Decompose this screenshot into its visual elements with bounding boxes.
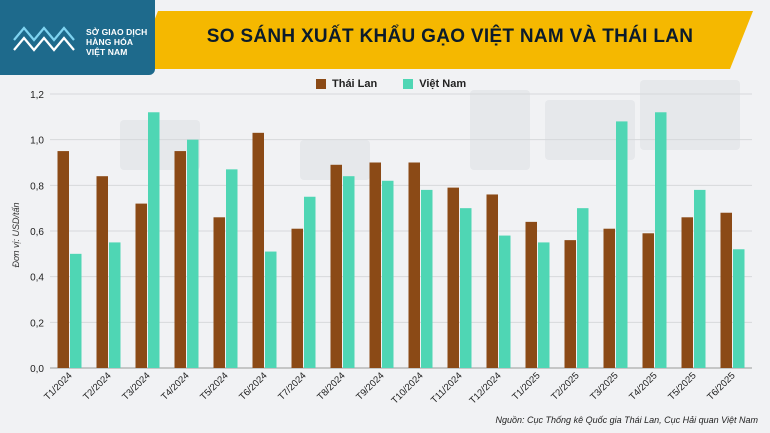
bar-viet	[421, 189, 433, 368]
x-tick-label: T2/2024	[81, 370, 113, 402]
x-tick-label: T4/2024	[159, 370, 191, 402]
legend-label-thai: Thái Lan	[332, 78, 378, 90]
bar-viet	[70, 253, 82, 368]
logo-line-1: SỞ GIAO DỊCH	[86, 27, 148, 37]
bar-thai	[486, 194, 498, 368]
bar-thai	[135, 203, 147, 368]
bar-thai	[642, 233, 654, 368]
y-tick-label: 0,6	[30, 227, 44, 238]
logo: SỞ GIAO DỊCH HÀNG HÓA VIỆT NAM	[0, 0, 155, 75]
legend-label-viet: Việt Nam	[419, 78, 467, 90]
logo-mark-icon	[13, 26, 75, 52]
y-tick-label: 1,2	[30, 90, 44, 101]
x-tick-label: T10/2024	[389, 370, 425, 406]
x-tick-label: T1/2025	[510, 370, 542, 402]
bar-viet	[655, 112, 667, 369]
y-tick-label: 0,8	[30, 181, 44, 192]
bar-viet	[460, 208, 472, 368]
bar-viet	[499, 235, 511, 368]
bar-thai	[408, 162, 420, 368]
bar-viet	[148, 112, 160, 369]
bar-thai	[213, 217, 225, 368]
x-tick-label: T2/2025	[549, 370, 581, 402]
bar-viet	[343, 176, 355, 368]
bar-viet	[733, 249, 745, 368]
bar-thai	[681, 217, 693, 368]
x-tick-label: T3/2025	[588, 370, 620, 402]
bar-thai	[96, 176, 108, 368]
bar-thai	[291, 228, 303, 368]
bar-viet	[577, 208, 589, 368]
x-tick-label: T9/2024	[354, 370, 386, 402]
legend-item-viet: Việt Nam	[403, 78, 466, 90]
bar-thai	[720, 212, 732, 368]
legend-swatch-viet	[403, 79, 414, 89]
y-tick-label: 1,0	[30, 136, 44, 147]
x-tick-label: T6/2025	[705, 370, 737, 402]
logo-line-3: VIỆT NAM	[86, 47, 128, 57]
bar-viet	[226, 169, 238, 368]
bar-thai	[252, 132, 264, 368]
bar-viet	[616, 121, 628, 369]
bar-viet	[187, 139, 199, 368]
bar-viet	[382, 180, 394, 368]
logo-line-2: HÀNG HÓA	[86, 37, 134, 47]
legend-swatch-thai	[316, 79, 326, 89]
bar-viet	[538, 242, 550, 368]
bar-thai	[57, 151, 69, 368]
bar-viet	[265, 251, 277, 368]
x-tick-label: T4/2025	[627, 370, 659, 402]
x-tick-label: T7/2024	[276, 370, 308, 402]
x-tick-label: T11/2024	[429, 370, 465, 406]
bar-thai	[447, 187, 459, 368]
y-tick-label: 0,4	[30, 273, 44, 284]
x-tick-label: T6/2024	[237, 370, 269, 402]
source-note: Nguồn: Cục Thống kê Quốc gia Thái Lan, C…	[495, 415, 758, 425]
bar-viet	[109, 242, 121, 368]
logo-text: SỞ GIAO DỊCH HÀNG HÓA VIỆT NAM	[86, 27, 147, 57]
bar-thai	[564, 240, 576, 368]
x-tick-label: T12/2024	[467, 370, 503, 406]
bar-thai	[330, 164, 342, 368]
legend-item-thai: Thái Lan	[316, 78, 377, 90]
bar-thai	[369, 162, 381, 368]
bar-thai	[174, 151, 186, 368]
x-tick-label: T8/2024	[315, 370, 347, 402]
bar-thai	[603, 228, 615, 368]
x-tick-label: T3/2024	[120, 370, 152, 402]
legend: Thái Lan Việt Nam	[316, 76, 492, 92]
bar-viet	[304, 196, 316, 368]
bar-thai	[525, 221, 537, 368]
x-tick-label: T5/2024	[198, 370, 230, 402]
y-tick-label: 0,2	[30, 318, 44, 329]
x-tick-label: T5/2025	[666, 370, 698, 402]
x-tick-label: T1/2024	[42, 370, 74, 402]
y-tick-label: 0,0	[30, 364, 44, 375]
bar-viet	[694, 189, 706, 368]
header-band	[135, 11, 753, 69]
chart-title: SO SÁNH XUẤT KHẨU GẠO VIỆT NAM VÀ THÁI L…	[206, 26, 694, 47]
